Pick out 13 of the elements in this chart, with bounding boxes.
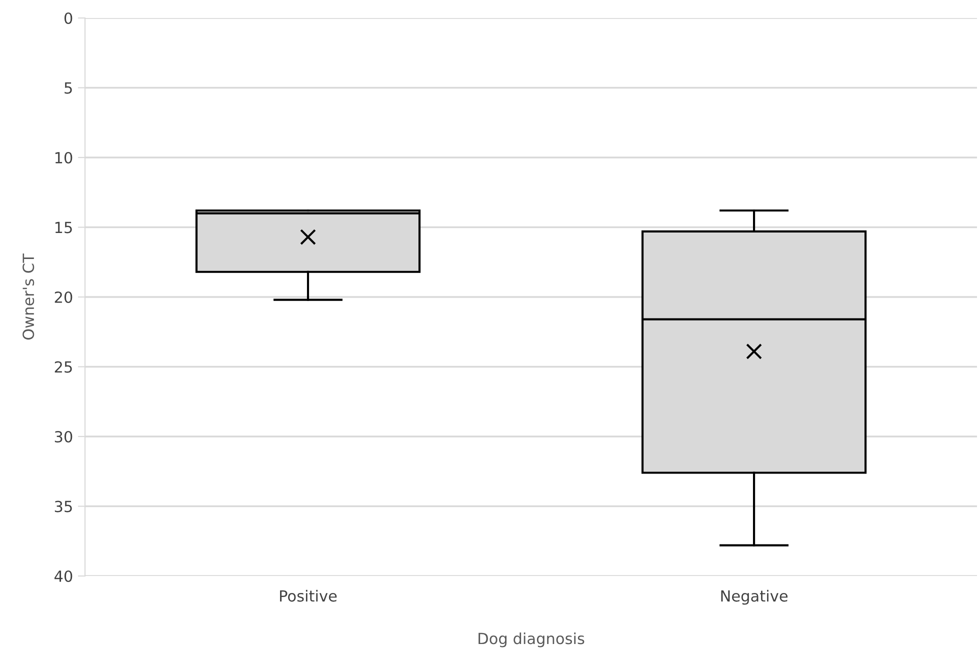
x-tick-label: Negative xyxy=(721,590,788,605)
y-axis-title: Owner's CT xyxy=(22,254,34,340)
y-tick-label: 5 xyxy=(64,82,72,94)
y-tick-label: 15 xyxy=(55,222,72,234)
x-axis-title: Dog diagnosis xyxy=(478,632,584,648)
y-tick-label: 40 xyxy=(54,570,72,582)
y-tick-label: 35 xyxy=(54,500,72,512)
y-tick-label: 20 xyxy=(54,291,72,304)
x-tick-label: Positive xyxy=(280,590,337,602)
y-tick-label: 10 xyxy=(55,152,72,164)
y-tick-label: 25 xyxy=(54,361,72,373)
y-tick-label: 0 xyxy=(64,12,72,24)
y-tick-label: 30 xyxy=(54,430,72,443)
